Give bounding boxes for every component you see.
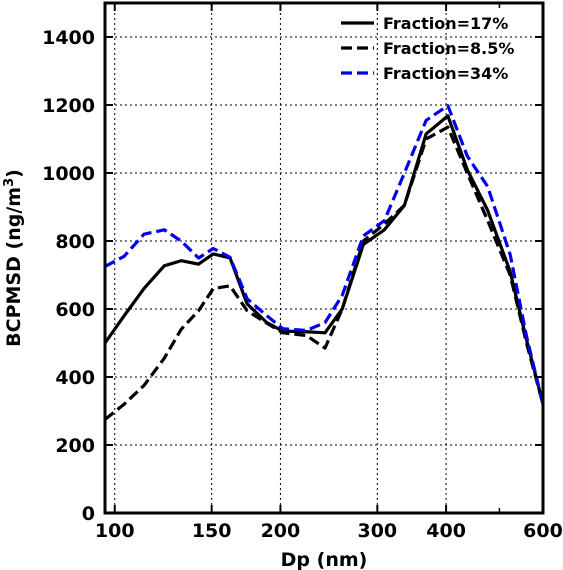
series-line	[103, 114, 545, 405]
y-tick-label: 600	[55, 299, 95, 321]
y-axis-label-main: BCPMSD (ng/m	[3, 187, 25, 347]
y-tick-label: 0	[82, 503, 95, 525]
plot-frame	[103, 1, 545, 515]
y-tick-label: 1400	[42, 27, 95, 49]
y-tick-label: 800	[55, 231, 95, 253]
series-line	[104, 104, 545, 405]
x-tick-label: 100	[95, 520, 135, 542]
y-tick-label: 200	[55, 435, 95, 457]
series-line	[104, 125, 545, 421]
axis-ticks: 100 150 200 300 400 600 0 200 400 600 800 1000 1200 1…	[42, 3, 563, 542]
x-axis-label: Dp (nm)	[281, 549, 368, 570]
y-axis-label-superscript: 3	[2, 178, 17, 187]
y-tick-label: 400	[55, 367, 95, 389]
legend: Fraction=17% Fraction=8.5% Fraction=34%	[341, 14, 514, 83]
series-lines	[103, 104, 545, 421]
y-axis-label: BCPMSD (ng/m3)	[2, 169, 25, 347]
x-tick-label: 200	[261, 520, 301, 542]
legend-label: Fraction=17%	[383, 14, 508, 33]
x-tick-label: 600	[523, 520, 563, 542]
y-tick-label: 1200	[42, 95, 95, 117]
y-axis-label-end: )	[3, 169, 25, 178]
x-tick-label: 400	[426, 520, 466, 542]
x-tick-label: 150	[192, 520, 232, 542]
legend-label: Fraction=8.5%	[383, 39, 514, 58]
y-tick-label: 1000	[42, 163, 95, 185]
legend-label: Fraction=34%	[383, 64, 508, 83]
x-tick-label: 300	[357, 520, 397, 542]
